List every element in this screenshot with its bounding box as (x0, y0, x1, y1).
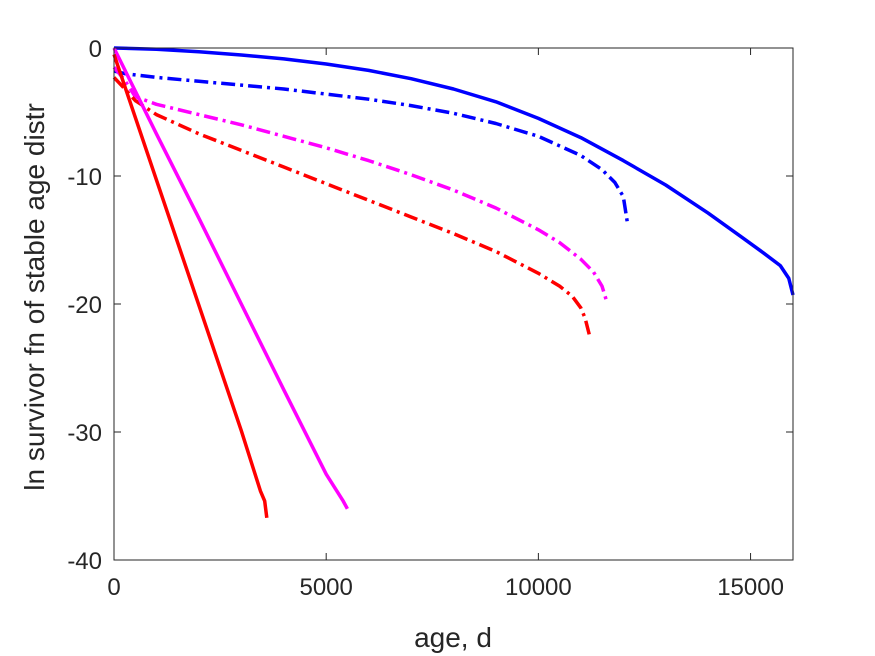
x-tick-label: 0 (107, 574, 120, 601)
y-tick-label: -40 (67, 548, 102, 575)
y-tick-label: 0 (89, 36, 102, 63)
series-line-3 (112, 66, 608, 301)
y-tick-label: -10 (67, 164, 102, 191)
x-axis-title: age, d (414, 622, 492, 653)
y-tick-label: -30 (67, 420, 102, 447)
ticks: 0 5000 10000 15000 0 -10 -20 -30 -40 (67, 36, 793, 601)
plot-area (114, 48, 793, 560)
x-tick-label: 10000 (505, 574, 572, 601)
series-line-1 (113, 46, 795, 296)
series-line-4 (112, 76, 591, 336)
series-line-6 (112, 53, 269, 519)
series-line-5 (112, 47, 349, 510)
x-tick-label: 5000 (299, 574, 352, 601)
series-group (112, 46, 795, 519)
series-line-2 (113, 69, 630, 224)
y-tick-label: -20 (67, 292, 102, 319)
x-tick-label: 15000 (717, 574, 784, 601)
y-axis-title: ln survivor fn of stable age distr (19, 103, 50, 491)
